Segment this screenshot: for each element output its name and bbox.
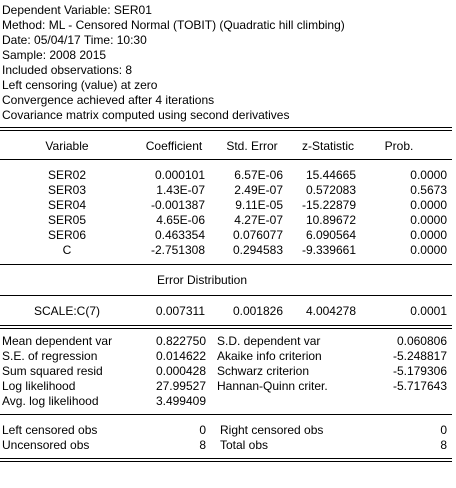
stat-label: Total obs xyxy=(220,438,269,452)
stat-value: 0.060806 xyxy=(396,334,447,348)
stat-label: S.D. dependent var xyxy=(217,334,321,348)
cell: 1.43E-07 xyxy=(156,183,205,197)
stat-label: Log likelihood xyxy=(2,379,76,393)
rule xyxy=(0,159,452,160)
variable-name: SER02 xyxy=(47,168,87,182)
cell: 0.0000 xyxy=(410,198,447,212)
column-header: Coefficient xyxy=(145,139,203,153)
stat-label: S.E. of regression xyxy=(2,349,98,363)
cell: 4.27E-07 xyxy=(234,213,283,227)
column-header: z-Statistic xyxy=(301,139,354,153)
header-line: Included observations: 8 xyxy=(2,63,133,77)
variable-name: SCALE:C(7) xyxy=(33,304,101,318)
header-line: Date: 05/04/17 Time: 10:30 xyxy=(2,33,147,47)
variable-name: SER03 xyxy=(47,183,87,197)
cell: 6.090564 xyxy=(305,228,356,242)
stat-value: 0 xyxy=(199,423,206,437)
stat-value: 8 xyxy=(199,438,206,452)
rule xyxy=(0,264,452,265)
cell: -2.751308 xyxy=(150,243,205,257)
stat-value: 0.000428 xyxy=(155,364,206,378)
header-line: Left censoring (value) at zero xyxy=(2,78,158,92)
stat-value: 3.499409 xyxy=(155,394,206,408)
variable-name: C xyxy=(62,243,72,257)
stat-value: -5.179306 xyxy=(392,364,447,378)
cell: 0.5673 xyxy=(410,183,447,197)
cell: 9.11E-05 xyxy=(235,198,283,212)
header-line: Convergence achieved after 4 iterations xyxy=(2,93,215,107)
stat-label: Right censored obs xyxy=(220,423,324,437)
cell: 0.076077 xyxy=(232,228,283,242)
stat-label: Hannan-Quinn criter. xyxy=(217,379,328,393)
cell: 15.44665 xyxy=(305,168,356,182)
cell: 0.294583 xyxy=(232,243,283,257)
stat-label: Uncensored obs xyxy=(2,438,90,452)
stat-value: -5.717643 xyxy=(392,379,447,393)
variable-name: SER05 xyxy=(47,213,87,227)
stat-value: 0 xyxy=(440,423,447,437)
cell: 0.0000 xyxy=(410,243,447,257)
header-line: Sample: 2008 2015 xyxy=(2,48,107,62)
stat-label: Mean dependent var xyxy=(2,334,113,348)
cell: 0.0000 xyxy=(410,228,447,242)
cell: 0.0000 xyxy=(410,168,447,182)
rule xyxy=(0,328,452,329)
header-line: Method: ML - Censored Normal (TOBIT) (Qu… xyxy=(2,18,345,32)
stat-value: 8 xyxy=(440,438,447,452)
cell: 0.463354 xyxy=(154,228,205,242)
rule xyxy=(0,414,452,415)
cell: 0.0001 xyxy=(410,304,447,318)
stat-value: -5.248817 xyxy=(392,349,447,363)
cell: 0.007311 xyxy=(155,304,205,318)
cell: 0.001826 xyxy=(232,304,283,318)
rule xyxy=(0,458,452,459)
cell: 2.49E-07 xyxy=(234,183,283,197)
cell: 0.0000 xyxy=(410,213,447,227)
cell: 6.57E-06 xyxy=(234,168,283,182)
rule xyxy=(0,461,452,462)
cell: -15.22879 xyxy=(301,198,356,212)
stat-value: 27.99527 xyxy=(155,379,206,393)
column-header: Variable xyxy=(45,139,89,153)
column-header: Std. Error xyxy=(226,139,278,153)
rule xyxy=(0,130,452,131)
rule xyxy=(0,325,452,326)
stat-label: Schwarz criterion xyxy=(217,364,310,378)
cell: -0.001387 xyxy=(150,198,205,212)
cell: 4.004278 xyxy=(305,304,356,318)
cell: 4.65E-06 xyxy=(156,213,205,227)
section-title: Error Distribution xyxy=(156,273,248,287)
column-header: Prob. xyxy=(384,139,414,153)
stat-label: Avg. log likelihood xyxy=(2,394,99,408)
header-line: Dependent Variable: SER01 xyxy=(2,3,152,17)
variable-name: SER04 xyxy=(47,198,87,212)
cell: 0.572083 xyxy=(305,183,356,197)
cell: 0.000101 xyxy=(154,168,205,182)
stat-value: 0.014622 xyxy=(155,349,206,363)
rule xyxy=(0,295,452,296)
rule xyxy=(0,127,452,128)
stat-label: Akaike info criterion xyxy=(217,349,322,363)
cell: -9.339661 xyxy=(301,243,356,257)
cell: 10.89672 xyxy=(305,213,356,227)
stat-value: 0.822750 xyxy=(155,334,206,348)
stat-label: Left censored obs xyxy=(2,423,98,437)
header-line: Covariance matrix computed using second … xyxy=(2,108,290,122)
stat-label: Sum squared resid xyxy=(2,364,103,378)
variable-name: SER06 xyxy=(47,228,87,242)
